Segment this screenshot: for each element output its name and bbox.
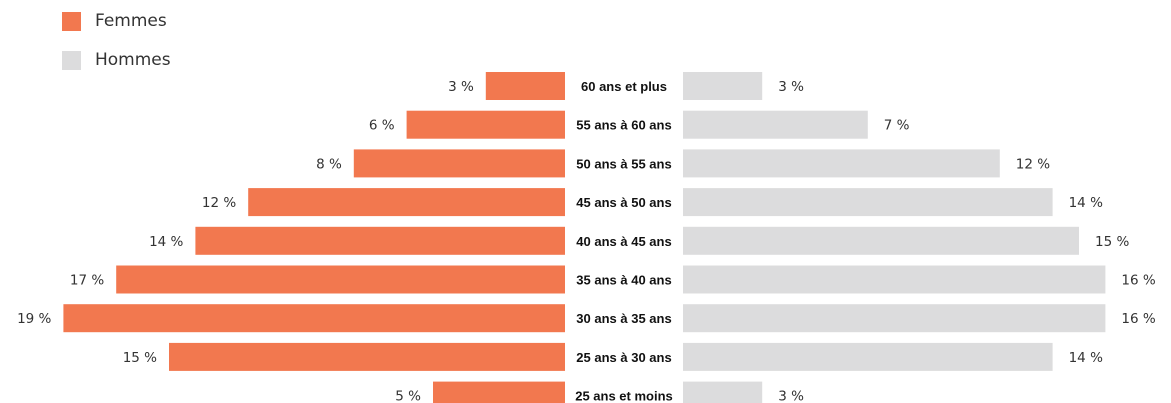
category-label-7: 25 ans à 30 ans bbox=[576, 350, 671, 365]
bar-femmes-7 bbox=[169, 342, 565, 371]
legend-label-femmes: Femmes bbox=[95, 11, 167, 31]
bar-femmes-8 bbox=[433, 381, 565, 403]
value-label-hommes-8: 3 % bbox=[778, 389, 804, 403]
value-label-hommes-3: 14 % bbox=[1069, 195, 1103, 211]
bar-hommes-5 bbox=[683, 265, 1106, 294]
legend-item-hommes: Hommes bbox=[62, 47, 171, 73]
bar-femmes-1 bbox=[406, 110, 565, 139]
value-label-hommes-5: 16 % bbox=[1121, 273, 1155, 289]
category-label-3: 45 ans à 50 ans bbox=[576, 195, 671, 210]
bar-femmes-6 bbox=[63, 304, 566, 333]
bar-hommes-1 bbox=[683, 110, 868, 139]
value-label-femmes-3: 12 % bbox=[202, 195, 236, 211]
category-label-0: 60 ans et plus bbox=[581, 79, 667, 94]
value-label-hommes-2: 12 % bbox=[1016, 156, 1050, 172]
value-label-femmes-7: 15 % bbox=[123, 350, 157, 366]
value-label-hommes-4: 15 % bbox=[1095, 234, 1129, 250]
category-label-2: 50 ans à 55 ans bbox=[576, 156, 671, 171]
legend-label-hommes: Hommes bbox=[95, 50, 171, 70]
chart-legend: Femmes Hommes bbox=[62, 8, 171, 73]
bar-femmes-4 bbox=[195, 226, 565, 255]
legend-item-femmes: Femmes bbox=[62, 8, 171, 34]
bar-femmes-0 bbox=[485, 72, 565, 100]
bar-femmes-5 bbox=[116, 265, 565, 294]
value-label-hommes-1: 7 % bbox=[884, 118, 910, 134]
value-label-hommes-7: 14 % bbox=[1069, 350, 1103, 366]
value-label-femmes-4: 14 % bbox=[149, 234, 183, 250]
bar-hommes-7 bbox=[683, 342, 1053, 371]
legend-swatch-femmes bbox=[62, 11, 81, 31]
bar-hommes-3 bbox=[683, 188, 1053, 217]
bar-hommes-4 bbox=[683, 226, 1079, 255]
category-label-1: 55 ans à 60 ans bbox=[576, 118, 671, 133]
value-label-femmes-1: 6 % bbox=[369, 118, 395, 134]
bar-hommes-6 bbox=[683, 304, 1106, 333]
value-label-hommes-6: 16 % bbox=[1121, 311, 1155, 327]
value-label-femmes-5: 17 % bbox=[70, 273, 104, 289]
category-label-5: 35 ans à 40 ans bbox=[576, 273, 671, 288]
bar-femmes-2 bbox=[353, 149, 565, 178]
bar-femmes-3 bbox=[248, 188, 565, 217]
legend-swatch-hommes bbox=[62, 50, 81, 70]
value-label-femmes-6: 19 % bbox=[17, 311, 51, 327]
bar-hommes-8 bbox=[683, 381, 763, 403]
value-label-hommes-0: 3 % bbox=[778, 79, 804, 95]
value-label-femmes-0: 3 % bbox=[448, 79, 474, 95]
bar-hommes-0 bbox=[683, 72, 763, 100]
bar-hommes-2 bbox=[683, 149, 1000, 178]
category-label-8: 25 ans et moins bbox=[575, 389, 673, 403]
category-label-4: 40 ans à 45 ans bbox=[576, 234, 671, 249]
value-label-femmes-2: 8 % bbox=[316, 156, 342, 172]
value-label-femmes-8: 5 % bbox=[395, 389, 421, 403]
category-label-6: 30 ans à 35 ans bbox=[576, 311, 671, 326]
